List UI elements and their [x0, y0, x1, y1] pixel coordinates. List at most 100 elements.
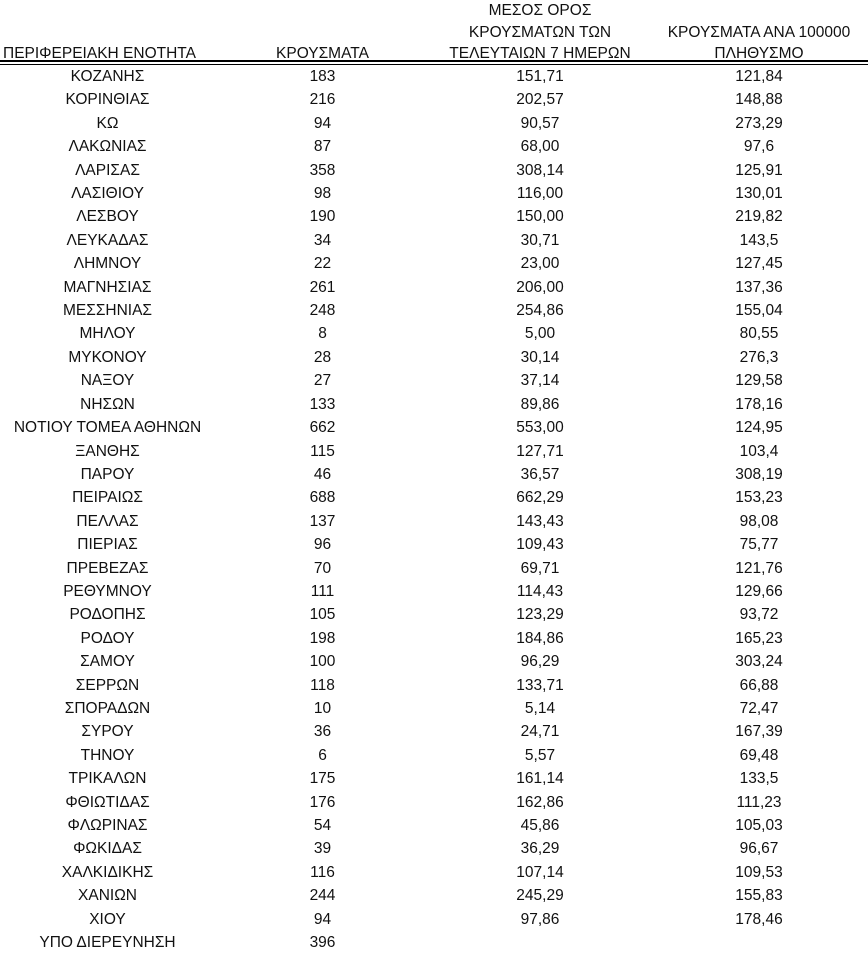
per100k-cell: 98,08 [739, 512, 779, 530]
avg7-cell: 254,86 [516, 302, 564, 320]
avg7-cell: 116,00 [516, 185, 564, 203]
header-divider [0, 60, 868, 65]
per100k-cell: 80,55 [739, 325, 779, 343]
avg7-cell: 30,14 [520, 348, 560, 366]
table-row: ΠΕΛΛΑΣ 137 143,43 98,08 [0, 510, 868, 533]
table-row: ΦΘΙΩΤΙΔΑΣ 176 162,86 111,23 [0, 791, 868, 814]
region-cell: ΠΙΕΡΙΑΣ [77, 536, 138, 554]
per100k-cell: 273,29 [735, 114, 783, 132]
table-row: ΛΗΜΝΟΥ 22 23,00 127,45 [0, 252, 868, 275]
per100k-cell: 124,95 [735, 419, 783, 437]
table-row: ΥΠΟ ΔΙΕΡΕΥΝΗΣΗ 396 [0, 931, 868, 954]
region-cell: ΛΑΡΙΣΑΣ [75, 161, 140, 179]
per100k-cell: 276,3 [739, 348, 779, 366]
avg7-cell: 68,00 [520, 138, 560, 156]
cases-cell: 183 [309, 68, 336, 85]
cases-cell: 688 [309, 489, 336, 507]
cases-cell: 198 [309, 629, 336, 647]
per100k-cell: 133,5 [739, 770, 779, 788]
table-row: ΚΩ 94 90,57 273,29 [0, 112, 868, 135]
region-cell: ΠΡΕΒΕΖΑΣ [66, 559, 149, 577]
table-row: ΣΑΜΟΥ 100 96,29 303,24 [0, 650, 868, 673]
per100k-cell: 167,39 [735, 723, 783, 741]
region-cell: ΝΟΤΙΟΥ ΤΟΜΕΑ ΑΘΗΝΩΝ [13, 419, 202, 437]
cases-cell: 396 [309, 934, 336, 952]
cases-cell: 190 [309, 208, 336, 226]
region-cell: ΜΑΓΝΗΣΙΑΣ [63, 278, 152, 296]
cases-cell: 10 [313, 699, 332, 717]
per100k-cell: 148,88 [735, 91, 783, 109]
avg7-cell: 202,57 [516, 91, 564, 109]
cases-cell: 54 [313, 817, 332, 834]
table-row: ΠΙΕΡΙΑΣ 96 109,43 75,77 [0, 533, 868, 556]
avg7-cell: 90,57 [520, 114, 560, 132]
table-row: ΛΑΡΙΣΑΣ 358 308,14 125,91 [0, 159, 868, 182]
region-cell: ΣΥΡΟΥ [81, 723, 134, 741]
avg7-cell: 89,86 [520, 395, 560, 413]
cases-cell: 115 [310, 442, 335, 460]
cases-cell: 105 [309, 606, 336, 624]
avg7-cell: 23,00 [520, 255, 560, 273]
per100k-cell: 130,01 [735, 185, 783, 203]
table-row: ΚΟΡΙΝΘΙΑΣ 216 202,57 148,88 [0, 88, 868, 111]
region-cell: ΤΗΝΟΥ [80, 746, 135, 764]
per100k-cell: 93,72 [739, 606, 779, 624]
table-row: ΧΑΝΙΩΝ 244 245,29 155,83 [0, 884, 868, 907]
avg7-cell: 206,00 [516, 278, 564, 296]
avg7-cell: 162,86 [516, 793, 564, 811]
column-header-cases: ΚΡΟΥΣΜΑΤΑ [276, 45, 369, 62]
table-row: ΞΑΝΘΗΣ 115 127,71 103,4 [0, 440, 868, 463]
per100k-cell: 165,23 [735, 629, 783, 647]
table-row: ΠΕΙΡΑΙΩΣ 688 662,29 153,23 [0, 486, 868, 509]
region-cell: ΦΘΙΩΤΙΔΑΣ [65, 793, 150, 811]
per100k-cell: 129,58 [735, 372, 783, 390]
cases-cell: 175 [309, 770, 336, 788]
per100k-cell: 127,45 [735, 255, 783, 273]
cases-cell: 36 [313, 723, 332, 741]
table-row: ΦΩΚΙΔΑΣ 39 36,29 96,67 [0, 837, 868, 860]
avg7-cell: 109,43 [516, 536, 564, 554]
table-row: ΜΑΓΝΗΣΙΑΣ 261 206,00 137,36 [0, 276, 868, 299]
cases-cell: 137 [309, 512, 336, 530]
cases-cell: 133 [309, 395, 336, 413]
cases-cell: 100 [309, 653, 336, 671]
avg7-cell: 161,14 [516, 770, 564, 788]
region-cell: ΦΩΚΙΔΑΣ [73, 840, 142, 858]
table-row: ΡΕΘΥΜΝΟΥ 111 114,43 129,66 [0, 580, 868, 603]
avg7-cell: 30,71 [520, 231, 560, 249]
cases-cell: 94 [313, 910, 332, 928]
avg7-cell: 24,71 [520, 723, 560, 741]
cases-cell: 261 [309, 278, 336, 296]
table-row: ΜΕΣΣΗΝΙΑΣ 248 254,86 155,04 [0, 299, 868, 322]
per100k-cell: 105,03 [735, 817, 783, 834]
avg7-cell: 123,29 [516, 606, 564, 624]
table-row: ΤΡΙΚΑΛΩΝ 175 161,14 133,5 [0, 767, 868, 790]
table-row: ΝΑΞΟΥ 27 37,14 129,58 [0, 369, 868, 392]
avg7-cell: 5,57 [524, 746, 556, 764]
region-cell: ΠΕΙΡΑΙΩΣ [72, 489, 143, 507]
cases-cell: 358 [309, 161, 336, 179]
region-cell: ΥΠΟ ΔΙΕΡΕΥΝΗΣΗ [39, 934, 176, 952]
region-cell: ΛΕΣΒΟΥ [76, 208, 139, 226]
cases-cell: 39 [313, 840, 332, 858]
avg7-cell: 553,00 [516, 419, 564, 437]
table-row: ΛΑΚΩΝΙΑΣ 87 68,00 97,6 [0, 135, 868, 158]
column-header-per-100000: ΚΡΟΥΣΜΑΤΑ ΑΝΑ 100000 ΠΛΗΘΥΣΜΟ [667, 23, 851, 63]
table-row: ΧΙΟΥ 94 97,86 178,46 [0, 908, 868, 931]
table-body: ΚΟΖΑΝΗΣ 183 151,71 121,84 ΚΟΡΙΝΘΙΑΣ 216 202,57… [0, 65, 868, 954]
cases-cell: 28 [313, 348, 332, 366]
avg7-cell: 150,00 [516, 208, 564, 226]
avg7-cell: 127,71 [516, 442, 564, 460]
cases-cell: 111 [310, 582, 335, 600]
table-row: ΜΥΚΟΝΟΥ 28 30,14 276,3 [0, 346, 868, 369]
per100k-cell: 111,23 [736, 793, 782, 811]
region-cell: ΜΥΚΟΝΟΥ [68, 348, 147, 366]
region-cell: ΛΑΣΙΘΙΟΥ [71, 185, 144, 203]
region-cell: ΦΛΩΡΙΝΑΣ [67, 817, 148, 834]
avg7-cell: 36,57 [520, 465, 560, 483]
region-cell: ΠΑΡΟΥ [80, 465, 135, 483]
per100k-cell: 303,24 [735, 653, 783, 671]
avg7-cell: 184,86 [516, 629, 564, 647]
region-cell: ΝΗΣΩΝ [80, 395, 135, 413]
